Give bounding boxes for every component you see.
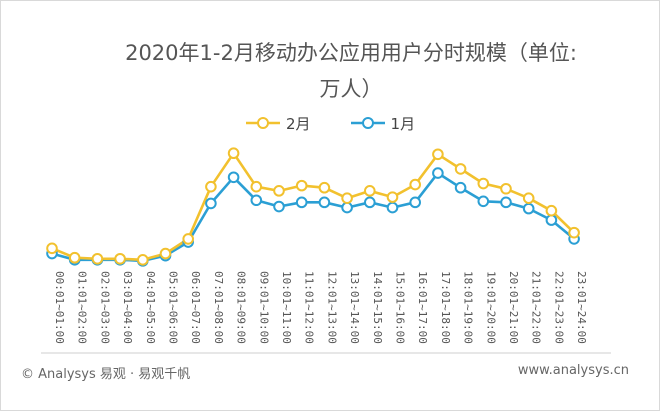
x-tick-label-16: 16:01~17:00 xyxy=(416,271,429,344)
data-point-s0-5 xyxy=(159,247,172,260)
data-point-s0-12 xyxy=(318,181,331,194)
data-point-s0-17 xyxy=(432,148,444,161)
x-tick-label-7: 07:01~08:00 xyxy=(212,271,225,344)
data-point-s0-10 xyxy=(273,185,285,197)
x-tick-label-21: 21:01~22:00 xyxy=(530,271,543,344)
data-point-s1-20 xyxy=(500,196,512,209)
data-point-s0-1 xyxy=(68,251,81,264)
legend-marker-jan xyxy=(350,117,385,129)
legend-label-feb: 2月 xyxy=(286,114,311,133)
data-point-s1-18 xyxy=(454,181,467,194)
data-point-s1-12 xyxy=(318,196,331,209)
data-point-s0-20 xyxy=(500,182,512,195)
x-tick-label-1: 01:01~02:00 xyxy=(76,271,89,344)
data-point-s1-15 xyxy=(386,201,399,214)
x-tick-label-3: 03:01~04:00 xyxy=(121,271,134,344)
data-point-s1-17 xyxy=(432,167,444,179)
data-point-s0-15 xyxy=(386,191,399,203)
data-point-s1-16 xyxy=(409,196,422,209)
data-point-s0-6 xyxy=(182,233,194,245)
data-point-s0-13 xyxy=(341,192,353,204)
x-tick-label-6: 06:01~07:00 xyxy=(189,271,202,344)
data-point-s0-16 xyxy=(409,178,422,191)
data-point-s1-22 xyxy=(545,214,558,226)
legend-item-feb: 2月 xyxy=(246,113,311,134)
chart-legend: 2月 1月 xyxy=(246,111,455,135)
x-tick-label-20: 20:01~21:00 xyxy=(507,271,520,344)
data-point-s1-9 xyxy=(250,194,263,207)
data-point-s0-2 xyxy=(91,252,104,265)
x-tick-label-13: 13:01~14:00 xyxy=(348,271,361,344)
data-point-s0-0 xyxy=(46,242,58,255)
data-point-s0-3 xyxy=(114,252,126,265)
chart-title-line2: 万人） xyxy=(319,77,383,101)
x-tick-label-17: 17:01~18:00 xyxy=(439,271,452,344)
legend-marker-feb xyxy=(246,117,280,129)
data-point-s1-14 xyxy=(364,196,376,209)
x-tick-label-19: 19:01~20:00 xyxy=(484,271,497,344)
data-point-s0-21 xyxy=(522,192,535,204)
legend-label-jan: 1月 xyxy=(390,114,416,133)
data-point-s0-14 xyxy=(364,185,376,197)
data-point-s0-4 xyxy=(137,254,149,266)
chart-title-line1: 2020年1-2月移动办公应用用户分时规模（单位: xyxy=(125,41,577,65)
x-tick-label-9: 09:01~10:00 xyxy=(257,271,270,344)
data-point-s1-10 xyxy=(273,200,285,213)
x-tick-label-4: 04:01~05:00 xyxy=(144,271,157,344)
data-point-s1-21 xyxy=(522,202,535,215)
data-point-s0-7 xyxy=(205,180,217,193)
x-tick-label-18: 18:01~19:00 xyxy=(462,271,475,344)
data-point-s0-11 xyxy=(295,179,308,192)
x-tick-label-12: 12:01~13:00 xyxy=(325,271,338,344)
data-point-s1-19 xyxy=(477,195,490,208)
data-point-s0-22 xyxy=(545,204,558,217)
x-tick-label-8: 08:01~09:00 xyxy=(235,271,248,344)
x-tick-label-5: 05:01~06:00 xyxy=(167,271,180,344)
data-point-s1-7 xyxy=(205,197,217,210)
data-point-s1-11 xyxy=(295,196,308,209)
x-tick-label-2: 02:01~03:00 xyxy=(98,271,111,344)
series-line-0 xyxy=(51,151,576,262)
x-tick-label-15: 15:01~16:00 xyxy=(394,271,407,344)
data-point-s1-8 xyxy=(227,171,240,184)
x-tick-label-22: 22:01~23:00 xyxy=(552,271,565,344)
footer-source: © Analysys 易观 · 易观千帆 xyxy=(21,367,191,382)
x-tick-label-14: 14:01~15:00 xyxy=(371,271,384,344)
x-tick-label-11: 11:01~12:00 xyxy=(303,271,316,344)
data-point-s0-8 xyxy=(227,147,240,160)
x-tick-label-23: 23:01~24:00 xyxy=(575,271,588,344)
data-point-s0-9 xyxy=(250,180,263,193)
data-point-s0-19 xyxy=(477,177,490,190)
footer-website: www.analysys.cn xyxy=(517,363,629,378)
x-tick-label-10: 10:01~11:00 xyxy=(280,271,293,344)
legend-item-jan: 1月 xyxy=(350,113,416,134)
data-point-s0-18 xyxy=(454,163,467,175)
data-point-s1-13 xyxy=(341,201,353,214)
x-tick-label-0: 00:01~01:00 xyxy=(53,271,66,344)
data-point-s0-23 xyxy=(568,226,580,239)
